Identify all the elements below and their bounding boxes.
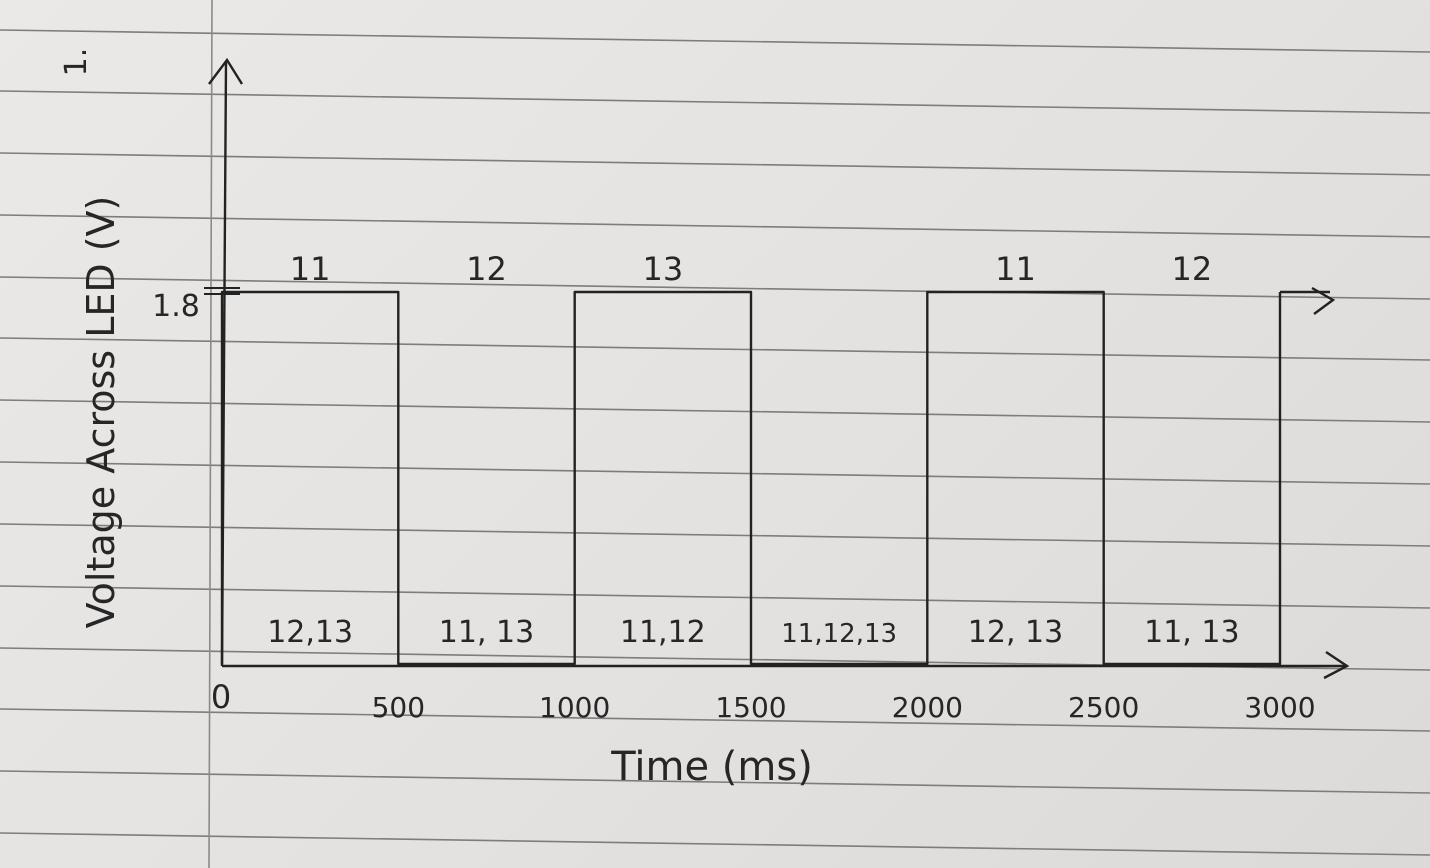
- segment-high-label: 12: [1171, 250, 1212, 288]
- segment-low-label: 12,13: [267, 615, 353, 650]
- ruled-lines: [0, 29, 1430, 856]
- y-axis-title: Voltage Across LED (V): [79, 196, 123, 629]
- ruled-line: [0, 90, 1430, 114]
- margin-line: [208, 0, 213, 868]
- segment-high-label: 11: [995, 250, 1036, 288]
- question-number: 1.: [59, 48, 94, 77]
- x-tick-label: 2500: [1068, 691, 1139, 724]
- segment-low-label: 11,12,13: [781, 619, 897, 649]
- ruled-line: [0, 461, 1430, 485]
- ruled-line: [0, 399, 1430, 423]
- y-axis-arrow: [208, 57, 244, 85]
- ruled-line: [0, 337, 1430, 361]
- ruled-line: [0, 770, 1430, 794]
- segment-low-label: 11, 13: [439, 615, 534, 650]
- segment-high-label: 11: [290, 250, 331, 288]
- ruled-line: [0, 214, 1430, 238]
- ruled-line: [0, 585, 1430, 609]
- high-level-arrow: [1311, 286, 1336, 315]
- ruled-line: [0, 523, 1430, 547]
- segment-high-label: 13: [642, 250, 683, 288]
- ruled-line: [0, 29, 1430, 53]
- series-line-voltage: [220, 290, 1282, 666]
- waveform: [204, 286, 1336, 666]
- y-tick-label: 1.8: [152, 289, 200, 324]
- x-tick-label: 3000: [1244, 691, 1315, 724]
- axes: [208, 57, 1350, 680]
- x-tick-label: 1000: [539, 691, 610, 724]
- ruled-line: [0, 832, 1430, 856]
- x-tick-label: 500: [372, 691, 425, 724]
- ruled-line: [0, 708, 1430, 732]
- x-axis-arrow: [1323, 651, 1350, 680]
- segment-high-label: 12: [466, 250, 507, 288]
- ruled-line: [0, 152, 1430, 176]
- x-tick-label: 2000: [892, 691, 963, 724]
- segment-low-label: 11, 13: [1144, 615, 1239, 650]
- segment-low-label: 11,12: [620, 615, 706, 650]
- x-axis-title: Time (ms): [610, 744, 813, 790]
- x-tick-label: 1500: [715, 691, 786, 724]
- ruled-line: [0, 276, 1430, 300]
- origin-label: 0: [211, 678, 231, 716]
- segment-low-label: 12, 13: [968, 615, 1063, 650]
- labels: 500 1000 1500 2000 2500 3000 0 1.8 Time (ms) Volt…: [79, 196, 1316, 790]
